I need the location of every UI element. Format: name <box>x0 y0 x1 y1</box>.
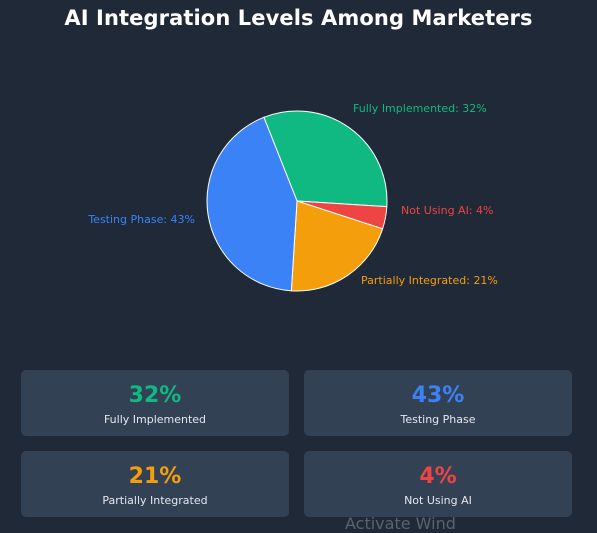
pie-labels: Fully Implemented: 32% Not Using AI: 4% Pa… <box>87 102 498 287</box>
chart-title: AI Integration Levels Among Marketers <box>64 6 533 30</box>
stat-value: 43% <box>411 383 465 408</box>
stat-card-testing-phase: 43% Testing Phase <box>304 370 572 436</box>
pie-slices <box>206 110 388 292</box>
stat-card-partially-integrated: 21% Partially Integrated <box>21 451 289 517</box>
stat-value: 4% <box>419 464 457 489</box>
stat-value: 32% <box>128 383 182 408</box>
pie-slice-partially-integrated <box>290 200 384 292</box>
pie-label-partially-integrated: Partially Integrated: 21% <box>361 274 498 287</box>
pie-slice-fully-implemented <box>263 110 388 208</box>
stat-card-not-using-ai: 4% Not Using AI <box>304 451 572 517</box>
stat-label: Partially Integrated <box>102 494 208 507</box>
stat-value: 21% <box>128 464 182 489</box>
pie-label-fully-implemented: Fully Implemented: 32% <box>353 102 487 115</box>
stat-label: Fully Implemented <box>103 413 207 426</box>
pie-chart: Fully Implemented: 32% Not Using AI: 4% Pa… <box>87 102 498 292</box>
stat-label: Testing Phase <box>400 413 476 426</box>
pie-label-not-using-ai: Not Using AI: 4% <box>401 204 493 217</box>
pie-label-testing-phase: Testing Phase: 43% <box>87 213 195 226</box>
stat-label: Not Using AI <box>404 494 472 507</box>
pie-slice-testing-phase <box>206 116 298 292</box>
stat-card-fully-implemented: 32% Fully Implemented <box>21 370 289 436</box>
